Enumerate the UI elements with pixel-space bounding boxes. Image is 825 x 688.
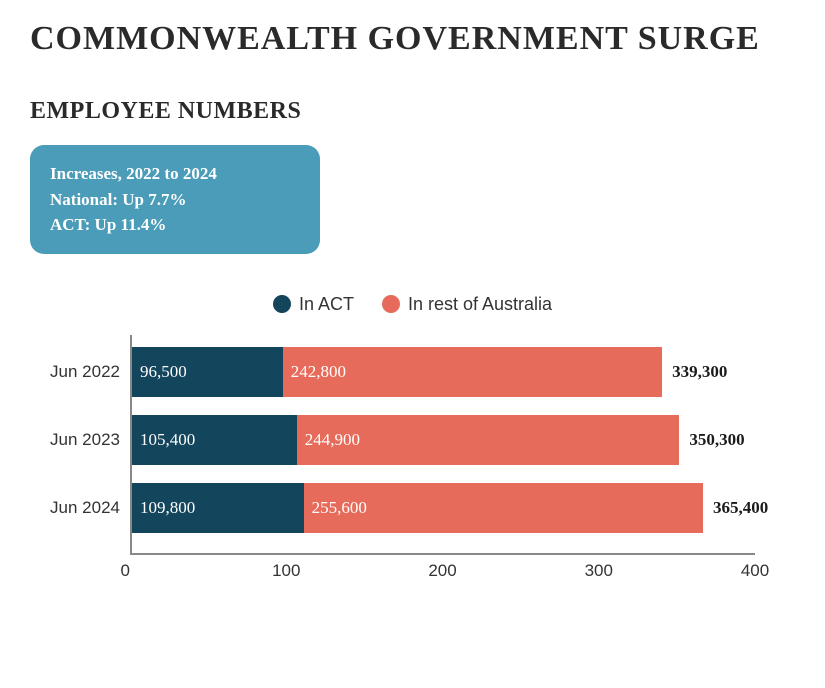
chart-legend: In ACT In rest of Australia: [30, 294, 795, 315]
x-axis: 0100200300400: [130, 555, 755, 585]
bar-segment: 109,800: [132, 483, 304, 533]
bar-segment: 96,500: [132, 347, 283, 397]
y-axis-label: Jun 2024: [50, 498, 120, 518]
page-title: COMMONWEALTH GOVERNMENT SURGE: [30, 20, 795, 58]
bar-row: Jun 202296,500242,800: [132, 347, 662, 397]
legend-label: In rest of Australia: [408, 294, 552, 315]
x-axis-tick: 300: [585, 561, 613, 581]
bar-segment: 255,600: [304, 483, 703, 533]
callout-line: Increases, 2022 to 2024: [50, 161, 300, 187]
plot-area: 339,300 Jun 202296,500242,800 350,300 Jun 2…: [130, 335, 755, 555]
x-axis-tick: 400: [741, 561, 769, 581]
bar-total-label: 365,400: [713, 498, 768, 518]
y-axis-label: Jun 2023: [50, 430, 120, 450]
legend-label: In ACT: [299, 294, 354, 315]
section-subtitle: EMPLOYEE NUMBERS: [30, 98, 795, 125]
bar-segment: 242,800: [283, 347, 662, 397]
legend-swatch-act: [273, 295, 291, 313]
bar-total-label: 339,300: [672, 362, 727, 382]
x-axis-tick: 100: [272, 561, 300, 581]
callout-line: ACT: Up 11.4%: [50, 212, 300, 238]
bar-total-label: 350,300: [689, 430, 744, 450]
legend-item-act: In ACT: [273, 294, 354, 315]
y-axis-label: Jun 2022: [50, 362, 120, 382]
bar-segment: 244,900: [297, 415, 680, 465]
callout-line: National: Up 7.7%: [50, 187, 300, 213]
bar-chart: 339,300 Jun 202296,500242,800 350,300 Jun 2…: [130, 335, 755, 585]
bar-segment: 105,400: [132, 415, 297, 465]
callout-box: Increases, 2022 to 2024 National: Up 7.7…: [30, 145, 320, 254]
legend-swatch-rest: [382, 295, 400, 313]
legend-item-rest: In rest of Australia: [382, 294, 552, 315]
bar-row: Jun 2023105,400244,900: [132, 415, 679, 465]
x-axis-tick: 0: [121, 561, 130, 581]
bar-row: Jun 2024109,800255,600: [132, 483, 703, 533]
x-axis-tick: 200: [428, 561, 456, 581]
